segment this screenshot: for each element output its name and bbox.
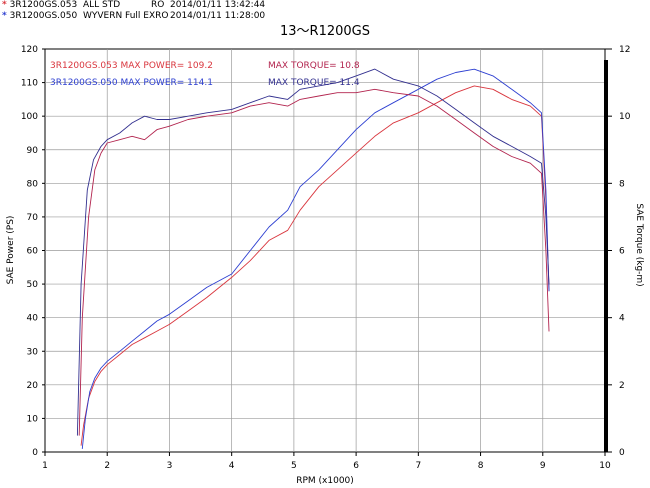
y-tick-label-60: 60 xyxy=(27,247,39,257)
x-tick-label-3: 3 xyxy=(167,461,173,471)
y2-tick-label-4: 4 xyxy=(619,314,625,324)
series-line-torque-run1 xyxy=(78,88,550,436)
run-1-legend: * 3R1200GS.053 ALL STD xyxy=(2,0,120,10)
run-1-date: 2014/01/11 13:42:44 xyxy=(170,0,266,10)
x-tick-label-7: 7 xyxy=(415,461,421,471)
x-tick-label-8: 8 xyxy=(478,461,484,471)
series-layer xyxy=(76,68,550,450)
y2-tick-label-12: 12 xyxy=(619,45,630,55)
x-tick-label-2: 2 xyxy=(104,461,110,471)
x-tick-label-4: 4 xyxy=(229,461,235,471)
y-tick-label-120: 120 xyxy=(21,45,38,55)
run-1-ro: RO xyxy=(151,0,165,10)
grid xyxy=(45,49,605,452)
y-tick-label-80: 80 xyxy=(27,179,39,189)
right-axis-bar xyxy=(604,60,608,452)
y2-tick-label-0: 0 xyxy=(619,448,625,458)
chart-title: 13～R1200GS xyxy=(280,24,370,39)
y2-axis-label: SAE Torque (kg-m) xyxy=(634,203,644,286)
x-axis-label: RPM (x1000) xyxy=(296,476,354,486)
series-line-power-run2 xyxy=(81,68,550,450)
y-tick-label-0: 0 xyxy=(32,448,38,458)
x-tick-label-1: 1 xyxy=(42,461,48,471)
series-line-torque-run2 xyxy=(76,68,550,436)
x-tick-label-6: 6 xyxy=(353,461,359,471)
x-tick-label-9: 9 xyxy=(540,461,546,471)
run-2-legend: * 3R1200GS.050 WYVERN Full EXRO xyxy=(2,11,168,21)
y2-tick-label-8: 8 xyxy=(619,179,625,189)
y2-tick-label-2: 2 xyxy=(619,381,625,391)
annotation-run1-power: 3R1200GS.053 MAX POWER= 109.2 xyxy=(50,61,213,71)
y2-tick-label-6: 6 xyxy=(619,247,625,257)
series-line-power-run1 xyxy=(80,85,550,446)
annotation-run1-torque: MAX TORQUE= 10.8 xyxy=(268,61,360,71)
y-tick-label-50: 50 xyxy=(27,280,39,290)
y-tick-label-70: 70 xyxy=(27,213,39,223)
run-2-date: 2014/01/11 11:28:00 xyxy=(170,11,266,21)
annotation-run2-torque: MAX TORQUE= 11.4 xyxy=(268,78,360,88)
y-tick-label-30: 30 xyxy=(27,347,39,357)
annotation-run2-power: 3R1200GS.050 MAX POWER= 114.1 xyxy=(50,78,213,88)
x-tick-label-10: 10 xyxy=(599,461,611,471)
run-1-desc: ALL STD xyxy=(82,0,121,10)
y2-tick-label-10: 10 xyxy=(619,112,631,122)
run-1-id: 3R1200GS.053 xyxy=(9,0,78,10)
run-2-marker: * xyxy=(2,11,7,21)
axis-ticks: 1 2 3 4 5 6 7 8 9 1001020304050607080901001101200… xyxy=(21,45,631,471)
run-2-id: 3R1200GS.050 xyxy=(9,11,78,21)
run-2-desc: WYVERN Full EXRO xyxy=(82,11,169,21)
y-tick-label-110: 110 xyxy=(21,79,38,89)
y-tick-label-100: 100 xyxy=(21,112,38,122)
y-tick-label-20: 20 xyxy=(27,381,39,391)
y-tick-label-40: 40 xyxy=(27,314,39,324)
y-axis-label: SAE Power (PS) xyxy=(6,216,16,285)
y-tick-label-90: 90 xyxy=(27,146,39,156)
x-tick-label-5: 5 xyxy=(291,461,297,471)
y-tick-label-10: 10 xyxy=(27,414,39,424)
run-1-marker: * xyxy=(2,0,7,10)
